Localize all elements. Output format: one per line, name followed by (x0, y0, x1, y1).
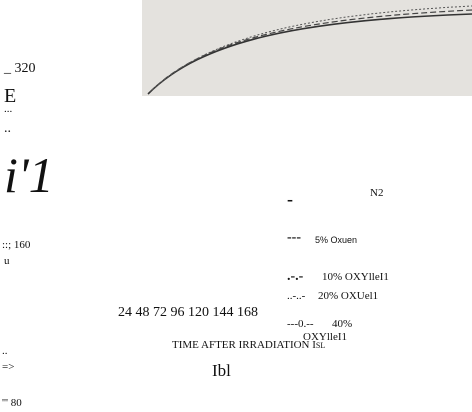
axis-text: ''' 80 (2, 398, 22, 409)
legend-label: N2 (370, 188, 383, 199)
axis-text: i'1 (4, 150, 54, 200)
legend-symbol: ..-..- (287, 291, 305, 302)
page: _ 320 E ... .. i'1 ::; 160 u .. => ''' 8… (0, 0, 472, 412)
legend-label: 20% OXUel1 (318, 291, 378, 302)
x-ticks: 24 48 72 96 120 144 168 (118, 306, 258, 320)
photo-background (142, 0, 472, 96)
axis-text: u (4, 256, 10, 267)
axis-text: .. (4, 122, 11, 136)
legend-label: OXYlleI1 (303, 332, 347, 343)
legend-symbol: ---0.-- (287, 319, 314, 330)
axis-text: _ 320 (4, 62, 36, 76)
legend-label: 5% Oxuen (315, 236, 357, 245)
scan-photo (142, 0, 472, 96)
legend-label: 10% OXYlleI1 (322, 272, 389, 283)
legend-symbol: --- (287, 231, 301, 245)
axis-text: ::; 160 (2, 240, 30, 251)
axis-text: .. (2, 346, 8, 357)
legend-symbol: - (287, 190, 293, 208)
legend-label: 40% (332, 319, 352, 330)
axis-text: => (2, 362, 14, 373)
panel-label: Ibl (212, 362, 231, 379)
axis-text: ... (4, 104, 12, 115)
legend-symbol: .-.- (287, 270, 303, 284)
